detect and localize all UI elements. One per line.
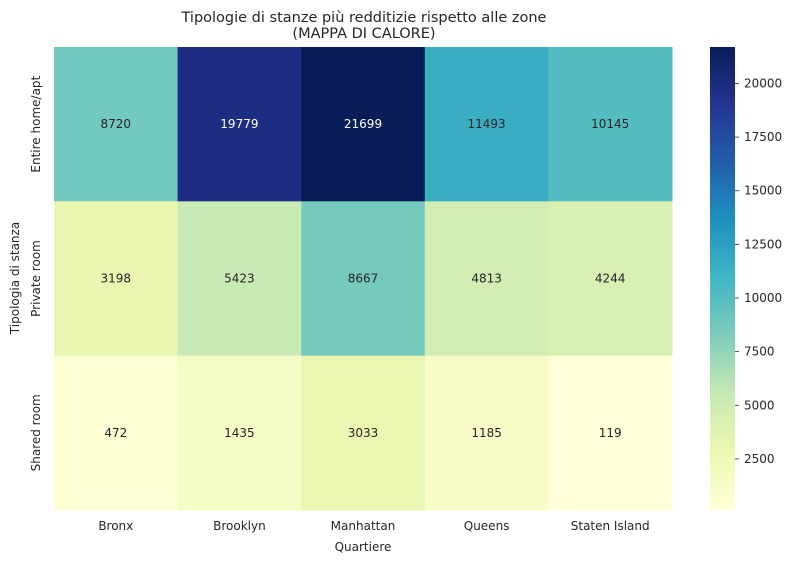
- x-tick-labels: Bronx Brooklyn Manhattan Queens Staten Islan…: [98, 519, 649, 533]
- y-tick-label: Private room: [29, 240, 43, 317]
- heatmap-cells: 8720 19779 21699 11493 10145 3198 5423 8667 4813…: [54, 47, 673, 511]
- colorbar-tick-label: 5000: [744, 398, 775, 412]
- colorbar-tick-label: 17500: [744, 130, 782, 144]
- heatmap-cell: [301, 355, 426, 511]
- chart-title: Tipologie di stanze più redditizie rispe…: [181, 10, 547, 26]
- heatmap-cell: [548, 355, 673, 511]
- cell-value-label: 8720: [101, 117, 132, 131]
- cell-value-label: 119: [599, 426, 622, 440]
- cell-value-label: 4244: [595, 272, 626, 286]
- cell-value-label: 3033: [348, 426, 379, 440]
- colorbar-tick-label: 7500: [744, 345, 775, 359]
- cell-value-label: 11493: [468, 117, 506, 131]
- colorbar-tick-label: 12500: [744, 237, 782, 251]
- x-tick-label: Bronx: [98, 519, 133, 533]
- x-tick-label: Manhattan: [331, 519, 396, 533]
- heatmap-cell: [424, 47, 549, 202]
- x-tick-label: Staten Island: [571, 519, 650, 533]
- y-tick-label: Shared room: [29, 394, 43, 471]
- heatmap-cell: [424, 355, 549, 511]
- heatmap-cell: [548, 201, 673, 357]
- cell-value-label: 1435: [224, 426, 255, 440]
- heatmap-cell: [301, 201, 426, 357]
- y-axis-label: Tipologia di stanza: [8, 222, 22, 335]
- colorbar-tick-label: 10000: [744, 291, 782, 305]
- x-tick-label: Queens: [464, 519, 510, 533]
- y-tick-label: Entire home/apt: [29, 75, 43, 172]
- cell-value-label: 4813: [471, 272, 502, 286]
- chart-subtitle: (MAPPA DI CALORE): [292, 26, 435, 42]
- heatmap-cell: [424, 201, 549, 357]
- cell-value-label: 10145: [591, 117, 629, 131]
- y-tick-labels: Entire home/apt Private room Shared room: [29, 75, 43, 471]
- colorbar-tick-label: 20000: [744, 76, 782, 90]
- cell-value-label: 5423: [224, 272, 255, 286]
- cell-value-label: 472: [104, 426, 127, 440]
- colorbar-tick-label: 15000: [744, 184, 782, 198]
- heatmap-cell: [54, 201, 179, 357]
- heatmap-cell: [54, 355, 179, 511]
- cell-value-label: 21699: [344, 117, 382, 131]
- colorbar-ticks: 2500 5000 7500 10000 12500 15000 17500 20000: [735, 76, 782, 466]
- heatmap-cell: [177, 201, 302, 357]
- x-tick-label: Brooklyn: [213, 519, 266, 533]
- heatmap-cell: [548, 47, 673, 202]
- heatmap-cell: [177, 47, 302, 202]
- colorbar-tick-label: 2500: [744, 452, 775, 466]
- cell-value-label: 19779: [220, 117, 258, 131]
- colorbar: [710, 47, 735, 510]
- cell-value-label: 1185: [471, 426, 502, 440]
- heatmap-cell: [301, 47, 426, 202]
- heatmap-cell: [177, 355, 302, 511]
- heatmap-cell: [54, 47, 179, 202]
- x-axis-label: Quartiere: [335, 540, 392, 554]
- cell-value-label: 3198: [101, 272, 132, 286]
- cell-value-label: 8667: [348, 272, 379, 286]
